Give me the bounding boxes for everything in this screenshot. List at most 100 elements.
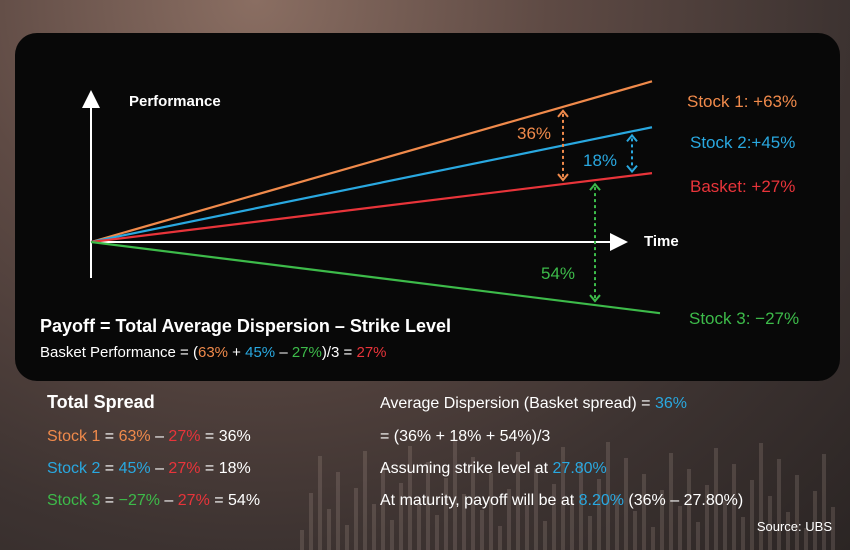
spread-row-result: = 36%: [200, 428, 251, 445]
background-bar: [381, 467, 385, 550]
spread-row-a: 45%: [118, 460, 151, 477]
basket-performance-formula: Basket Performance = (63% + 45% – 27%)/3…: [40, 344, 387, 361]
source-note: Source: UBS: [756, 519, 832, 534]
background-bar: [687, 469, 691, 550]
background-bar: [489, 473, 493, 550]
spread-arrow-54pct-head-up-icon: [589, 182, 601, 191]
formula-minus: –: [275, 344, 292, 361]
background-bar: [480, 510, 484, 550]
spread-row-name: Stock 2: [47, 460, 101, 477]
background-bar: [318, 456, 322, 550]
background-bar: [759, 443, 763, 550]
background-bar: [588, 516, 592, 550]
background-bar: [615, 495, 619, 550]
background-bar: [642, 474, 646, 550]
background-bar: [345, 525, 349, 550]
formula-stock3-value: 27%: [291, 344, 322, 361]
spread-row-eq: =: [100, 428, 119, 445]
spread-row-result: = 54%: [209, 492, 261, 509]
background-bar: [732, 464, 736, 550]
background-bar: [669, 453, 673, 550]
background-bar: [435, 515, 439, 550]
background-bar: [786, 512, 790, 550]
series-label-basket: Basket: +27%: [690, 177, 795, 196]
background-bar: [741, 517, 745, 550]
y-axis-arrow-icon: [82, 90, 100, 108]
average-dispersion-line: Average Dispersion (Basket spread) = 36%: [380, 395, 687, 413]
background-bar: [777, 459, 781, 550]
series-line-stock-3: [90, 240, 661, 315]
background-bar: [372, 504, 376, 550]
background-bar: [453, 441, 457, 550]
payoff-prefix: At maturity, payoff will be at: [380, 492, 579, 509]
spread-row-stock3: Stock 3 = −27% – 27% = 54%: [47, 492, 260, 510]
background-bar: [300, 530, 304, 550]
formula-stock2-value: 45%: [245, 344, 276, 361]
background-bar: [606, 442, 610, 550]
background-bar: [390, 520, 394, 550]
spread-arrow-36pct-head-up-icon: [557, 109, 569, 118]
formula-plus: +: [228, 344, 246, 361]
spread-row-name: Stock 3: [47, 492, 101, 509]
series-line-stock-2: [90, 126, 653, 244]
background-bar: [705, 485, 709, 550]
y-axis-label: Performance: [129, 93, 221, 110]
background-bar: [696, 522, 700, 550]
spread-arrow-54pct-head-down-icon: [589, 294, 601, 303]
background-bar: [813, 491, 817, 550]
spread-label: 36%: [517, 124, 551, 143]
spread-row-op: –: [159, 492, 178, 509]
strike-value: 27.80%: [552, 460, 607, 477]
background-bar: [354, 488, 358, 550]
spread-arrow-18pct-head-up-icon: [626, 133, 638, 142]
background-bar: [579, 463, 583, 550]
background-bar: [822, 454, 826, 550]
series-line-stock-1: [90, 80, 653, 244]
spread-row-b: 27%: [168, 460, 201, 477]
spread-row-stock1: Stock 1 = 63% – 27% = 36%: [47, 428, 251, 446]
basket-prefix: Basket Performance = (: [40, 344, 198, 361]
formula-suffix: )/3 =: [321, 344, 357, 361]
background-bar: [534, 468, 538, 550]
payoff-value: 8.20%: [578, 492, 624, 509]
background-bar: [552, 484, 556, 550]
total-spread-title: Total Spread: [47, 392, 155, 412]
background-bar: [768, 496, 772, 550]
dispersion-value: 36%: [654, 395, 687, 412]
x-axis-label: Time: [644, 233, 679, 250]
formula-stock1-value: 63%: [197, 344, 229, 361]
background-bar: [525, 505, 529, 550]
spread-row-a: −27%: [118, 492, 160, 509]
background-bar: [633, 511, 637, 550]
background-bar: [597, 479, 601, 550]
background-bar: [714, 448, 718, 550]
series-label-stock-1: Stock 1: +63%: [687, 92, 797, 111]
background-bar: [336, 472, 340, 550]
series-label-stock-2: Stock 2:+45%: [690, 133, 795, 152]
spread-row-eq: =: [100, 460, 119, 477]
strike-prefix: Assuming strike level at: [380, 460, 553, 477]
background-bar: [462, 494, 466, 550]
background-bar: [561, 447, 565, 550]
background-bar: [444, 478, 448, 550]
background-bar: [624, 458, 628, 550]
spread-label: 18%: [583, 151, 617, 170]
spread-row-a: 63%: [118, 428, 151, 445]
spread-row-stock2: Stock 2 = 45% – 27% = 18%: [47, 460, 251, 478]
spread-arrow-18pct-head-down-icon: [626, 164, 638, 174]
payoff-suffix: (36% – 27.80%): [623, 492, 744, 509]
spread-row-name: Stock 1: [47, 428, 101, 445]
background-bar: [408, 446, 412, 550]
background-bar: [723, 501, 727, 550]
background-bar: [498, 526, 502, 550]
dispersion-prefix: Average Dispersion (Basket spread) =: [380, 395, 655, 412]
background-bar: [750, 480, 754, 550]
series-line-basket: [90, 172, 653, 244]
spread-row-op: –: [150, 460, 169, 477]
formula-result: 27%: [356, 344, 387, 361]
spread-arrow-36pct-head-down-icon: [557, 173, 569, 182]
spread-label: 54%: [541, 264, 575, 283]
dispersion-calculation: = (36% + 18% + 54%)/3: [380, 428, 551, 445]
